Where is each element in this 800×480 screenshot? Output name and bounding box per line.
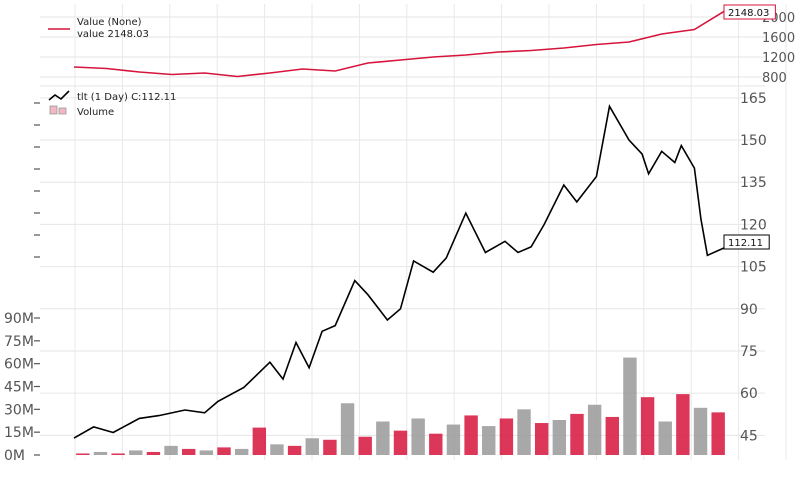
volume-bar (146, 451, 161, 455)
value-tick-label: 1200 (762, 51, 795, 66)
volume-legend-swatch (49, 105, 58, 115)
volume-bar (76, 453, 90, 455)
volume-tick-label: 30M (4, 402, 34, 418)
volume-bar (287, 445, 302, 455)
value-last-badge-box (723, 4, 776, 20)
price-tick-label: 135 (740, 175, 767, 191)
volume-bar (252, 427, 267, 455)
volume-bar (411, 418, 425, 455)
price-series (73, 104, 728, 439)
volume-tick-label: 15M (4, 425, 34, 441)
volume-bar (517, 409, 531, 455)
volume-bar (129, 450, 143, 455)
price-tick-label: 45 (740, 428, 758, 444)
volume-tick-label: 60M (4, 357, 34, 373)
price-tick-label: 75 (740, 344, 758, 360)
volume-bar (711, 412, 725, 455)
price-last-badge-box (723, 234, 770, 250)
value-series (73, 8, 728, 78)
volume-bar (217, 447, 231, 455)
tick-labels: 800120016002000456075901051201351501650M… (4, 4, 795, 464)
volume-bar (234, 448, 249, 455)
volume-bar (340, 403, 355, 455)
volume-bar (111, 453, 125, 455)
value-tick-label: 800 (762, 71, 787, 86)
value-tick-label: 1600 (762, 31, 795, 46)
price-line (73, 104, 728, 439)
volume-bar (376, 421, 390, 455)
volume-bar (676, 394, 690, 455)
volume-bars (76, 357, 725, 455)
volume-tick-label: 75M (4, 334, 34, 350)
volume-bar (182, 448, 196, 455)
volume-bar (358, 436, 372, 455)
volume-bar (429, 433, 443, 455)
price-legend-label: tlt (1 Day) C:112.11 (77, 92, 176, 103)
price-legend-swatch (48, 90, 70, 101)
volume-bar (640, 397, 655, 455)
volume-bar (393, 430, 408, 455)
volume-bar (93, 451, 108, 455)
volume-bar (199, 450, 214, 455)
price-tick-label: 90 (740, 302, 758, 318)
volume-bar (482, 426, 496, 455)
volume-bar (464, 415, 478, 455)
volume-tick-label: 45M (4, 380, 34, 396)
grid-lines (40, 4, 787, 460)
volume-bar (164, 445, 178, 455)
volume-bar (499, 418, 514, 455)
value-legend-sublabel: value 2148.03 (77, 29, 149, 40)
volume-tick-label: 90M (4, 311, 34, 327)
price-tick-label: 150 (740, 133, 767, 149)
volume-bar (693, 407, 708, 455)
volume-bar (552, 419, 567, 455)
volume-bar (570, 413, 584, 455)
value-last-badge: 2148.03 (728, 8, 769, 19)
volume-bar (605, 416, 619, 455)
volume-bar (623, 357, 637, 455)
volume-bar (587, 404, 602, 455)
volume-legend-label: Volume (77, 107, 114, 118)
price-tick-label: 120 (740, 217, 767, 233)
volume-bar (534, 423, 549, 455)
price-tick-label: 60 (740, 386, 758, 402)
axis-ticks (34, 102, 40, 456)
volume-bar (323, 439, 337, 455)
price-tick-label: 105 (740, 260, 767, 276)
volume-bar (305, 438, 319, 455)
volume-bar (658, 421, 672, 455)
volume-legend-swatch (58, 107, 67, 115)
volume-bar (446, 424, 461, 455)
value-legend-label: Value (None) (77, 17, 142, 28)
price-tick-label: 165 (740, 91, 767, 107)
volume-bar (270, 444, 284, 455)
volume-tick-label: 0M (4, 448, 25, 464)
price-last-badge: 112.11 (728, 238, 763, 249)
value-line (73, 8, 728, 78)
legends: Value (None)value 2148.03 tlt (1 Day) C:1… (48, 17, 176, 118)
